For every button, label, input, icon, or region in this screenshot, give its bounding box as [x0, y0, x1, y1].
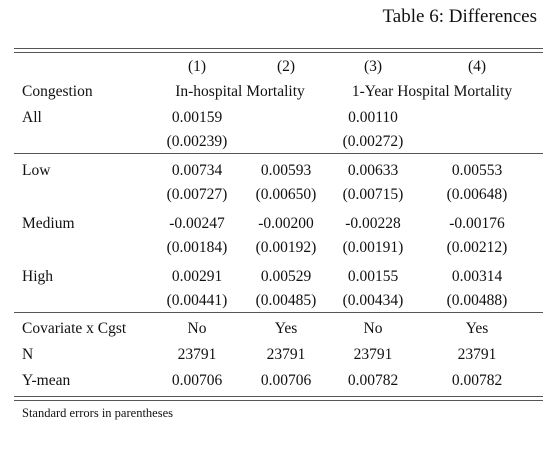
se-medium-1: (0.00184) — [166, 239, 228, 256]
coef-low-2: 0.00593 — [260, 162, 312, 179]
se-low-4: (0.00648) — [446, 186, 508, 203]
ymean-2: 0.00706 — [260, 372, 312, 389]
se-high-2: (0.00485) — [255, 292, 317, 309]
se-all-1: (0.00239) — [166, 133, 228, 150]
coef-medium-2: -0.00200 — [258, 215, 314, 232]
se-medium-4: (0.00212) — [446, 239, 508, 256]
se-medium-3: (0.00191) — [342, 239, 404, 256]
coef-high-3: 0.00155 — [347, 268, 399, 285]
coef-all-3: 0.00110 — [348, 109, 398, 126]
se-high-3: (0.00434) — [342, 292, 404, 309]
se-high-4: (0.00488) — [446, 292, 508, 309]
se-high-1: (0.00441) — [166, 292, 228, 309]
mid-rule-1 — [14, 153, 543, 154]
coef-low-1: 0.00734 — [171, 162, 223, 179]
row-label-ymean: Y-mean — [22, 372, 71, 389]
coef-low-3: 0.00633 — [347, 162, 399, 179]
se-low-3: (0.00715) — [342, 186, 404, 203]
se-all-3: (0.00272) — [342, 133, 404, 150]
covariate-2: Yes — [274, 320, 298, 337]
column-number-3: (3) — [363, 58, 383, 75]
covariate-4: Yes — [465, 320, 489, 337]
se-medium-2: (0.00192) — [255, 239, 317, 256]
top-rule — [14, 48, 543, 49]
column-group-1-year: 1-Year Hospital Mortality — [351, 83, 513, 100]
coef-high-4: 0.00314 — [451, 268, 503, 285]
top-rule-second — [14, 52, 543, 53]
mid-rule-2 — [14, 312, 543, 313]
coef-medium-1: -0.00247 — [169, 215, 225, 232]
n-4: 23791 — [457, 346, 497, 363]
row-label-medium: Medium — [22, 215, 75, 232]
row-label-high: High — [22, 268, 53, 285]
coef-high-2: 0.00529 — [260, 268, 312, 285]
coef-low-4: 0.00553 — [451, 162, 503, 179]
covariate-3: No — [363, 320, 383, 337]
row-header-label: Congestion — [22, 83, 93, 100]
covariate-1: No — [187, 320, 207, 337]
coef-medium-3: -0.00228 — [345, 215, 401, 232]
bottom-rule — [14, 396, 543, 397]
row-label-covariate: Covariate x Cgst — [22, 320, 127, 337]
table-caption: Table 6: Differences — [382, 6, 537, 27]
n-2: 23791 — [266, 346, 306, 363]
row-label-n: N — [22, 346, 34, 363]
column-number-4: (4) — [467, 58, 487, 75]
se-low-2: (0.00650) — [255, 186, 317, 203]
bottom-rule-second — [14, 400, 543, 401]
coef-high-1: 0.00291 — [171, 268, 223, 285]
column-number-2: (2) — [276, 58, 296, 75]
column-group-in-hospital: In-hospital Mortality — [175, 83, 305, 100]
coef-all-1: 0.00159 — [171, 109, 223, 126]
row-label-low: Low — [22, 162, 51, 179]
ymean-4: 0.00782 — [451, 372, 503, 389]
row-label-all: All — [22, 109, 42, 126]
table-note: Standard errors in parentheses — [22, 406, 173, 420]
column-number-1: (1) — [187, 58, 207, 75]
ymean-3: 0.00782 — [347, 372, 399, 389]
ymean-1: 0.00706 — [171, 372, 223, 389]
se-low-1: (0.00727) — [166, 186, 228, 203]
n-1: 23791 — [177, 346, 217, 363]
coef-medium-4: -0.00176 — [449, 215, 505, 232]
n-3: 23791 — [353, 346, 393, 363]
